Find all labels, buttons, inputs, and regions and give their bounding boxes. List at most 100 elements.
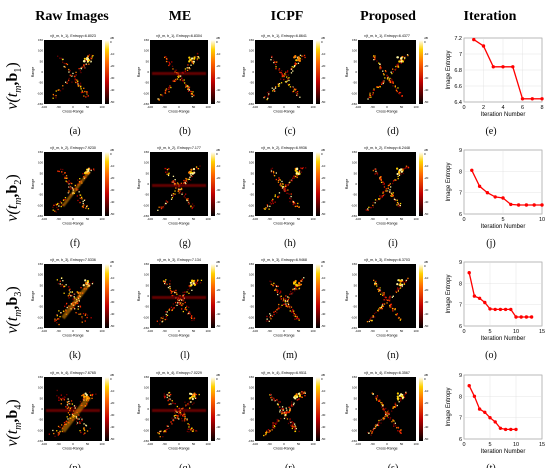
y-tick: -100 — [143, 91, 149, 95]
scatter-point — [56, 395, 58, 397]
x-tick: -100 — [252, 442, 258, 446]
scatter-point — [76, 82, 78, 84]
scatter-point — [381, 403, 383, 406]
scatter-point — [395, 179, 397, 181]
scatter-point — [171, 61, 173, 63]
scatter-point — [367, 98, 369, 100]
scatter-point — [400, 173, 403, 175]
scatter-point — [164, 397, 166, 399]
scatter-point — [288, 411, 290, 414]
row-label-mid: ,b — [4, 185, 21, 198]
scatter-point — [281, 183, 283, 185]
scatter-point — [188, 285, 191, 287]
scatter-point — [163, 431, 165, 434]
scatter-point — [170, 403, 172, 405]
scatter-point — [193, 319, 195, 321]
scatter-point — [276, 309, 278, 311]
scatter-point — [83, 423, 85, 425]
scatter-point — [80, 86, 82, 88]
y-tick: -150 — [351, 214, 357, 218]
scatter-point — [173, 415, 175, 417]
scatter-point — [58, 399, 60, 401]
scatter-point — [186, 291, 188, 293]
scatter-point — [380, 82, 383, 84]
scatter-point — [292, 422, 295, 424]
scatter-point — [168, 64, 170, 67]
scatter-point — [284, 81, 287, 83]
scatter-point — [398, 92, 400, 94]
y-axis-label: Range — [345, 67, 349, 78]
scatter-point — [158, 206, 160, 208]
scatter-point — [369, 319, 372, 321]
scatter-point — [76, 420, 78, 422]
scatter-point — [369, 94, 372, 96]
scatter-point — [62, 88, 64, 90]
scatter-point — [382, 305, 384, 307]
scatter-point — [292, 203, 294, 206]
scatter-point — [80, 67, 82, 69]
row-label: v(tm,b4) — [4, 399, 24, 446]
scatter-point — [272, 174, 275, 176]
scatter-point — [403, 394, 406, 396]
y-tick: 150 — [38, 150, 43, 154]
scatter-point — [276, 403, 279, 405]
scatter-point — [374, 202, 376, 204]
smear — [152, 296, 206, 299]
scatter-point — [160, 94, 162, 96]
scatter-point — [185, 84, 187, 86]
scatter-point — [284, 413, 287, 415]
scatter-point — [272, 198, 274, 201]
data-point — [503, 307, 508, 312]
scatter-point — [65, 175, 68, 177]
scatter-point — [179, 191, 181, 193]
scatter-point — [300, 396, 302, 398]
scatter-point — [270, 171, 273, 174]
x-tick: -50 — [370, 329, 375, 333]
scatter-point — [166, 58, 168, 61]
scatter-point — [296, 317, 298, 319]
scatter-point — [293, 426, 295, 429]
bright-point — [293, 282, 296, 285]
scatter-point — [78, 299, 80, 302]
scatter-point — [81, 418, 83, 420]
scatter-point — [180, 75, 182, 77]
data-point — [519, 315, 523, 319]
scatter-point — [285, 81, 287, 83]
scatter-point — [73, 405, 76, 407]
scatter-point — [293, 203, 295, 205]
data-point — [540, 97, 544, 101]
y-tick: 150 — [352, 150, 357, 154]
scatter-point — [196, 167, 199, 170]
y-axis-label: Range — [137, 404, 141, 415]
scatter-point — [384, 70, 387, 72]
scatter-point — [176, 78, 179, 80]
scatter-point — [376, 200, 378, 202]
scatter-point — [266, 206, 268, 209]
scatter-point — [86, 205, 88, 208]
scatter-point — [194, 397, 197, 399]
series-line — [468, 385, 516, 431]
scatter-point — [79, 178, 81, 180]
column-header: Iteration — [464, 9, 517, 24]
scatter-point — [390, 78, 393, 80]
colorbar-tick: -40 — [424, 88, 429, 92]
scatter-point — [269, 393, 272, 396]
scatter-point — [75, 81, 77, 84]
scatter-point — [188, 401, 190, 403]
x-tick: -100 — [252, 105, 258, 109]
scatter-point — [83, 64, 85, 66]
bright-point — [400, 395, 403, 398]
scatter-point — [69, 414, 71, 416]
scatter-point — [400, 429, 402, 431]
scatter-point — [299, 96, 301, 98]
scatter-point — [63, 292, 65, 294]
colorbar-tick: -50 — [216, 212, 221, 216]
scatter-point — [64, 66, 66, 68]
y-axis-label: Range — [137, 291, 141, 302]
scatter-point — [388, 79, 390, 81]
y-tick: -50 — [353, 193, 358, 197]
x-tick: -50 — [162, 329, 167, 333]
scatter-point — [374, 282, 376, 284]
scatter-point — [67, 182, 70, 184]
scatter-point — [282, 300, 284, 302]
